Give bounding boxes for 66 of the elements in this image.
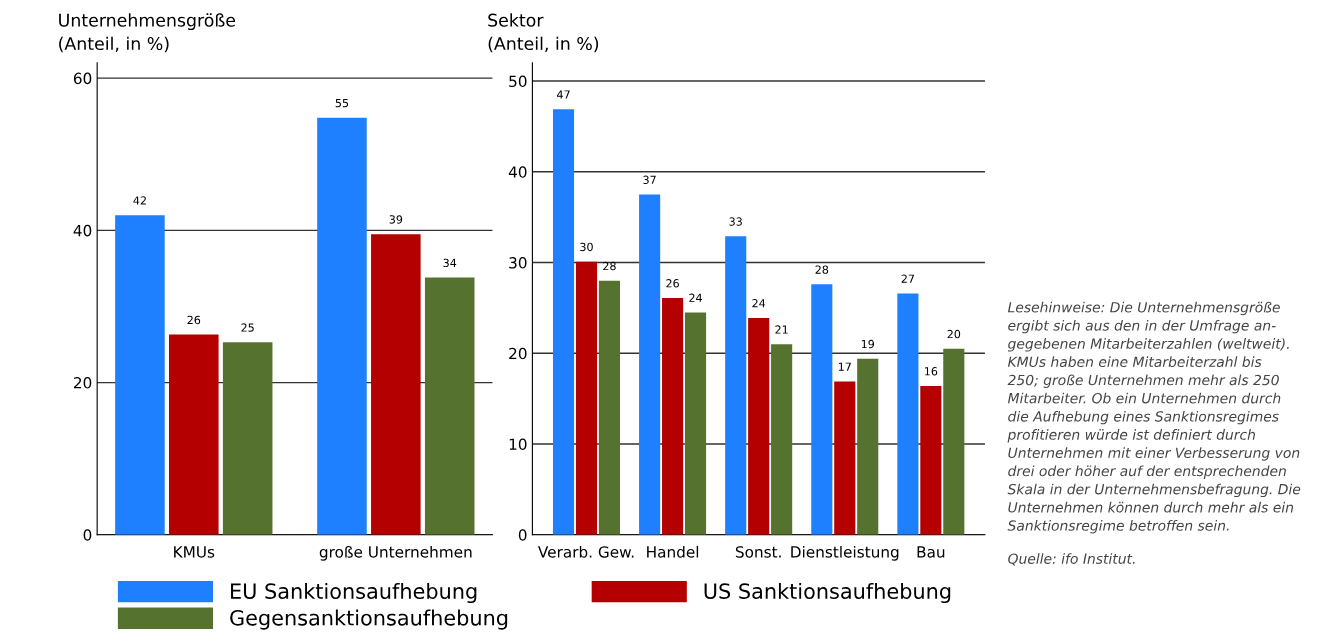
bar (662, 297, 684, 535)
bar (424, 277, 475, 535)
bar (115, 215, 165, 535)
data-label: 24 (689, 293, 702, 302)
data-label: 28 (815, 265, 829, 274)
data-label: 19 (861, 339, 875, 349)
data-label: 55 (335, 98, 349, 108)
bar (575, 261, 598, 535)
data-label: 37 (643, 175, 656, 185)
bar (598, 280, 621, 535)
x-tick-label: Dienstleistung (791, 545, 899, 561)
bar (857, 358, 879, 535)
chart-title: Unternehmensgröße (Anteil, in %) (59, 13, 236, 53)
bar (811, 284, 833, 535)
y-tick-label: 30 (509, 257, 527, 269)
x-tick-label: Sonst. (735, 546, 781, 558)
data-label: 34 (443, 258, 457, 268)
y-tick-label: 0 (83, 529, 92, 541)
bar (371, 234, 421, 535)
x-tick-label: Verarb. Gew. (538, 545, 634, 558)
data-label: 30 (580, 242, 593, 252)
data-label: 27 (901, 274, 915, 283)
legend-label: EU Sanktionsaufhebung (231, 582, 477, 604)
bar (897, 293, 919, 535)
bar (169, 334, 219, 535)
bar (725, 236, 747, 535)
legend-label: Gegensanktionsaufhebung (230, 609, 508, 630)
source-note: Quelle: ifo Institut. (1008, 553, 1135, 566)
bar (771, 344, 793, 535)
y-tick-label: 0 (518, 529, 527, 541)
y-tick-label: 40 (73, 224, 92, 237)
data-label: 26 (187, 315, 201, 325)
bar (834, 381, 856, 535)
x-tick-label: Handel (647, 545, 699, 558)
data-label: 24 (752, 299, 766, 308)
data-label: 33 (729, 217, 742, 226)
data-label: 28 (603, 261, 616, 271)
data-label: 17 (838, 362, 851, 371)
y-tick-label: 40 (508, 166, 527, 178)
x-tick-label: große Unternehmen (319, 545, 472, 561)
chart-title: Sektor (Anteil, in %) (488, 13, 599, 53)
y-tick-label: 60 (73, 72, 92, 85)
x-tick-label: Bau (917, 546, 945, 558)
y-tick-label: 10 (509, 438, 527, 451)
bar (943, 348, 965, 535)
data-label: 26 (666, 279, 679, 288)
data-label: 21 (775, 325, 788, 334)
y-tick-label: 20 (73, 377, 92, 389)
x-tick-label: KMUs (174, 546, 215, 558)
bar (552, 109, 575, 535)
bar (920, 385, 942, 535)
bar (748, 317, 770, 535)
text: Lesehinweise: Die Unternehmensgröße ergibt sich aus den in der Umfrage an- gegebenen Mitarbeiterzahlen (weltweit). KMUs haben eine Mitarbeiterzahl bis 250; große Unternehmen mehr als 250 Mitarbeiter. Ob ein Unternehmen durch die Aufhebung eines Sanktionsregimes profitieren würde ist definiert durch Unternehmen mit einer Verbesserung von drei oder höher auf der entsprechenden Skala in der Unternehmensbefragung. Die Unternehmen können durch mehr als ein Sanktionsregime betroffen sein. (1007, 301, 1301, 534)
data-label: 39 (389, 215, 403, 224)
data-label: 42 (133, 196, 146, 205)
bar (317, 117, 367, 535)
bar (684, 312, 707, 535)
y-tick-label: 20 (509, 347, 527, 360)
bar (222, 342, 273, 535)
y-tick-label: 50 (509, 75, 527, 88)
data-label: 16 (925, 367, 938, 376)
data-label: 47 (557, 90, 570, 99)
data-label: 20 (947, 329, 961, 339)
legend-label: US Sanktionsaufhebung (704, 582, 951, 604)
data-label: 25 (241, 323, 254, 332)
bar (639, 194, 661, 535)
